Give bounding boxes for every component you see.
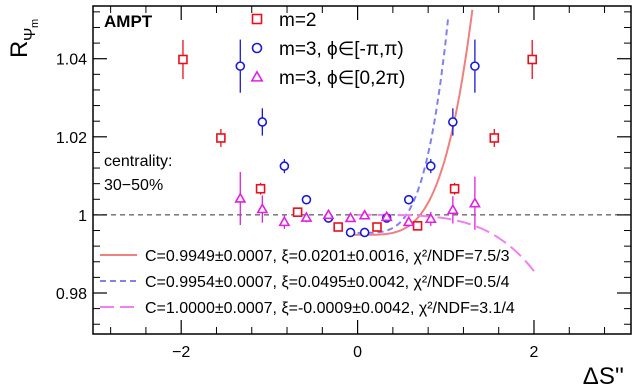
data-point (279, 161, 290, 171)
data-point (446, 203, 459, 215)
data-point (322, 208, 335, 220)
data-point (255, 183, 266, 194)
y-tick-label: 1.02 (56, 130, 87, 147)
plot-frame (92, 5, 632, 335)
fit-legend-label: C=0.9949±0.0007, ξ=0.0201±0.0016, χ²/NDF… (145, 248, 510, 265)
annotation-line-2: 30−50% (104, 177, 163, 194)
data-point (301, 194, 312, 205)
data-point (234, 192, 247, 203)
legend-marker (250, 70, 264, 82)
data-point (345, 227, 356, 238)
data-point (412, 221, 423, 231)
annotation-line-1: centrality: (104, 153, 172, 170)
fit-legend-label: C=1.0000±0.0007, ξ=-0.0009±0.0042, χ²/ND… (145, 300, 515, 317)
y-tick-label: 1.04 (56, 52, 87, 69)
data-point (489, 133, 500, 143)
legend-marker (251, 42, 263, 54)
data-point (359, 227, 370, 238)
data-point (403, 194, 414, 205)
fit-curve (357, 15, 450, 234)
x-tick-label: −2 (172, 344, 190, 361)
data-point (300, 211, 313, 222)
data-point (333, 222, 343, 232)
data-point (292, 207, 303, 217)
data-point (380, 210, 393, 222)
data-point (448, 117, 458, 127)
axis-layer: 0.98 1 1.02 1.04 −2 0 2 (56, 6, 631, 361)
y-axis-title-subsub: m (29, 19, 41, 28)
data-point (256, 202, 269, 214)
data-point (178, 54, 188, 65)
y-axis-title: R Ψ m (6, 19, 41, 58)
legend-label: m=3, ϕ∈[-π,π) (279, 39, 404, 60)
y-tick-label: 0.98 (56, 286, 87, 303)
data-point (257, 117, 268, 127)
data-point (424, 212, 437, 224)
data-point (216, 133, 226, 143)
legend-label: m=3, ϕ∈[0,2π) (279, 68, 405, 89)
x-tick-label: 2 (530, 344, 539, 361)
data-point (358, 209, 371, 220)
data-point (470, 61, 480, 71)
data-point (372, 222, 382, 232)
legend-marker (251, 13, 263, 25)
legend: m=2 m=3, ϕ∈[-π,π) m=3, ϕ∈[0,2π) (250, 10, 405, 89)
x-tick-label: 0 (353, 344, 362, 361)
legend-label: m=2 (279, 10, 317, 31)
x-axis-title: ΔS'' (583, 363, 624, 390)
y-axis-title-sub: Ψ (22, 28, 39, 41)
data-point (235, 61, 246, 71)
fit-legend: C=0.9949±0.0007, ξ=0.0201±0.0016, χ²/NDF… (100, 248, 515, 317)
fit-legend-label: C=0.9954±0.0007, ξ=0.0495±0.0042, χ²/NDF… (145, 274, 510, 291)
y-tick-label: 1 (78, 208, 87, 225)
data-point (402, 215, 415, 227)
y-axis-title-main: R (6, 41, 33, 58)
data-point (344, 211, 357, 223)
data-point (449, 183, 460, 194)
data-point (527, 54, 538, 65)
data-point (468, 196, 481, 208)
data-point (425, 161, 436, 171)
amtp-tag: AMPT (104, 12, 153, 31)
series-layer (178, 39, 538, 238)
data-point (278, 215, 291, 227)
